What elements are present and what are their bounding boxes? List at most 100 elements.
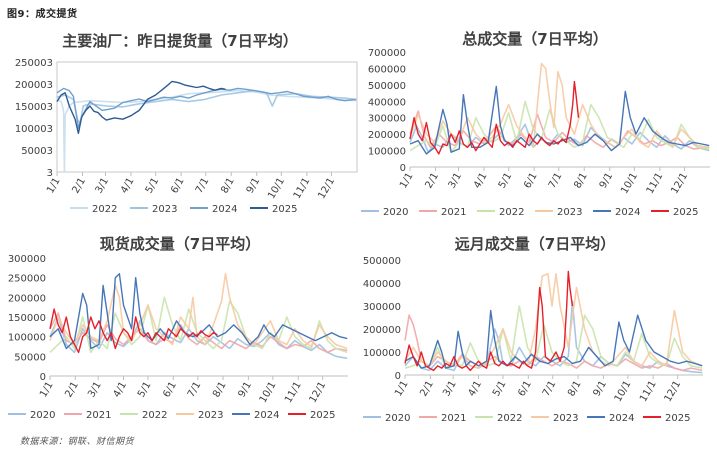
x-tick-label: 10/1: [258, 380, 279, 405]
y-tick-label: 200003: [15, 80, 53, 91]
legend-label: 2022: [92, 204, 117, 215]
y-tick-label: 300000: [363, 302, 401, 313]
x-tick-label: 11/1: [645, 171, 666, 196]
legend-label: 2023: [198, 410, 223, 421]
x-tick-label: 7/1: [547, 171, 565, 190]
x-tick-label: 5/1: [491, 379, 509, 398]
x-tick-label: 5/1: [144, 176, 162, 195]
y-tick-label: 600000: [368, 64, 406, 75]
figure-title: 图9：成交提货: [7, 9, 78, 20]
y-tick-label: 200000: [8, 293, 46, 304]
y-tick-label: 150003: [15, 102, 53, 113]
legend-label: 2020: [30, 410, 55, 421]
series-line-2021: [409, 110, 710, 150]
y-tick-label: 50003: [21, 146, 53, 157]
series-line-2025: [49, 308, 218, 354]
x-tick-label: 2/1: [63, 380, 81, 399]
x-tick-label: 4/1: [467, 379, 485, 398]
legend-label: 2025: [665, 413, 690, 424]
x-tick-label: 11/1: [638, 379, 659, 404]
series-line-2025: [404, 270, 574, 372]
x-tick-label: 11/1: [283, 380, 304, 405]
x-tick-label: 4/1: [472, 171, 490, 190]
chart-title: 远月成交量（7日平均）: [455, 235, 615, 253]
y-tick-label: 200000: [363, 325, 401, 336]
x-tick-label: 12/1: [316, 176, 337, 201]
x-tick-label: 7/1: [194, 176, 212, 195]
series-line-2021: [404, 314, 703, 372]
x-tick-label: 7/1: [186, 380, 204, 399]
x-tick-label: 3/1: [447, 171, 465, 190]
series-line-2020: [404, 300, 703, 374]
legend-label: 2022: [499, 207, 524, 218]
legend-label: 2021: [441, 413, 466, 424]
y-tick-label: 400000: [363, 279, 401, 290]
x-tick-label: 8/1: [219, 176, 237, 195]
legend-label: 2023: [553, 413, 578, 424]
figure-source: 数据来源：钢联、财信期货: [20, 437, 135, 447]
x-tick-label: 9/1: [245, 176, 263, 195]
series-line-2025: [56, 80, 226, 134]
x-tick-label: 12/1: [669, 171, 690, 196]
legend-label: 2021: [441, 207, 466, 218]
y-tick-label: 100000: [368, 147, 406, 158]
legend-label: 2021: [86, 410, 111, 421]
y-tick-label: 100000: [363, 348, 401, 359]
x-tick-label: 6/1: [516, 379, 534, 398]
x-tick-label: 3/1: [94, 176, 112, 195]
x-tick-label: 10/1: [613, 379, 634, 404]
legend-label: 2024: [254, 410, 279, 421]
x-tick-label: 9/1: [598, 171, 616, 190]
chart-panel-forward-volume: 远月成交量（7日平均） 500000 400000 300000 200000 10000…: [363, 235, 703, 424]
y-tick-label: 300000: [368, 114, 406, 125]
x-tick-label: 12/1: [663, 379, 684, 404]
x-tick-label: 8/1: [572, 171, 590, 190]
chart-title: 主要油厂：昨日提货量（7日平均）: [62, 32, 297, 50]
legend-label: 2024: [615, 207, 640, 218]
x-tick-label: 8/1: [211, 380, 229, 399]
legend-label: 2024: [609, 413, 634, 424]
x-tick-label: 9/1: [591, 379, 609, 398]
chart-title: 现货成交量（7日平均）: [100, 235, 260, 253]
x-tick-label: 8/1: [566, 379, 584, 398]
plot-frame: [56, 61, 358, 173]
y-tick-label: 150000: [8, 313, 46, 324]
x-tick-label: 11/1: [292, 176, 313, 201]
y-tick-label: 500000: [368, 81, 406, 92]
x-tick-label: 5/1: [136, 380, 154, 399]
x-tick-label: 2/1: [418, 379, 436, 398]
legend-label: 2025: [272, 204, 297, 215]
x-tick-label: 6/1: [522, 171, 540, 190]
x-tick-label: 5/1: [497, 171, 515, 190]
series-line-2024: [56, 87, 357, 129]
x-tick-label: 4/1: [112, 380, 130, 399]
series-line-2025: [409, 80, 580, 155]
legend-label: 2023: [152, 204, 177, 215]
x-tick-label: 10/1: [619, 171, 640, 196]
y-tick-label: 300000: [8, 254, 46, 265]
legend-label: 2023: [557, 207, 582, 218]
series-line-2023: [49, 272, 348, 350]
y-tick-label: 100000: [8, 333, 46, 344]
x-tick-label: 6/1: [169, 176, 187, 195]
chart-panel-oil-mill-pickup: 主要油厂：昨日提货量（7日平均） 250003 200003 150003 100003…: [15, 32, 358, 215]
y-tick-label: 200000: [368, 130, 406, 141]
x-tick-label: 2/1: [424, 171, 442, 190]
legend-label: 2020: [385, 413, 410, 424]
legend-label: 2022: [142, 410, 167, 421]
legend-label: 2020: [383, 207, 408, 218]
y-tick-label: 0: [40, 372, 46, 383]
y-tick-label: 500000: [363, 256, 401, 267]
series-line-2024: [404, 309, 703, 369]
x-tick-label: 9/1: [236, 380, 254, 399]
x-tick-label: 3/1: [441, 379, 459, 398]
x-tick-label: 12/1: [308, 380, 329, 405]
x-tick-label: 6/1: [161, 380, 179, 399]
x-tick-label: 3/1: [86, 380, 104, 399]
y-tick-label: 3: [47, 168, 53, 179]
y-tick-label: 250000: [8, 274, 46, 285]
legend-label: 2022: [497, 413, 522, 424]
series-line-2020: [49, 316, 348, 360]
chart-title: 总成交量（7日平均）: [462, 30, 607, 48]
y-tick-label: 0: [400, 163, 406, 174]
